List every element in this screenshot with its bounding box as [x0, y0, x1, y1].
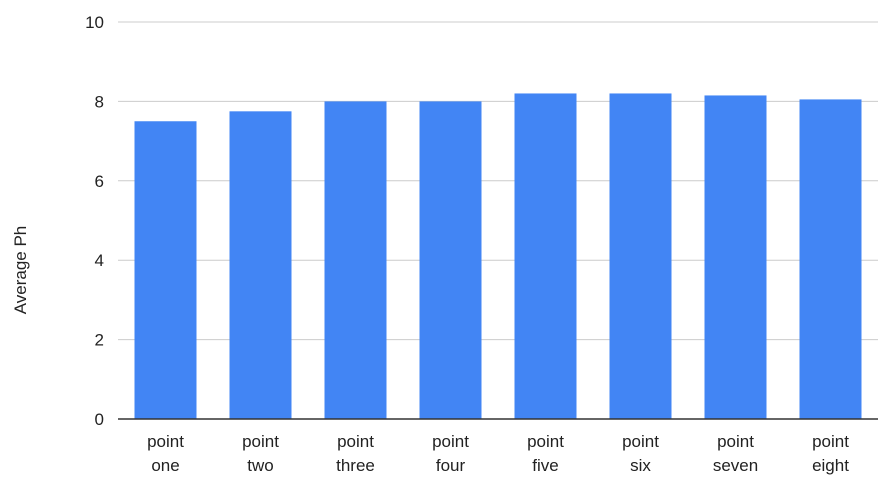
- category-label: three: [336, 456, 375, 475]
- category-label: eight: [812, 456, 849, 475]
- y-tick-label: 6: [95, 172, 104, 191]
- category-label: point: [147, 432, 184, 451]
- y-axis-title: Average Ph: [11, 226, 30, 315]
- y-tick-label: 10: [85, 13, 104, 32]
- category-label: point: [622, 432, 659, 451]
- bar: [324, 101, 387, 420]
- category-label: six: [630, 456, 651, 475]
- category-label: seven: [713, 456, 758, 475]
- category-label: point: [337, 432, 374, 451]
- category-label: one: [151, 456, 179, 475]
- bar: [419, 101, 482, 420]
- y-tick-label: 8: [95, 92, 104, 111]
- bars: [134, 93, 862, 420]
- category-label: two: [247, 456, 273, 475]
- category-label: four: [436, 456, 466, 475]
- y-tick-labels: 0 2 4 6 8 10: [85, 13, 104, 429]
- y-tick-label: 0: [95, 410, 104, 429]
- bar: [799, 99, 862, 419]
- bar: [609, 93, 672, 420]
- category-label: point: [717, 432, 754, 451]
- bar: [704, 95, 767, 419]
- bar: [229, 111, 292, 419]
- category-label: point: [432, 432, 469, 451]
- bar: [134, 121, 197, 419]
- category-label: point: [527, 432, 564, 451]
- category-label: point: [812, 432, 849, 451]
- category-label: five: [532, 456, 558, 475]
- y-tick-label: 4: [95, 251, 104, 270]
- category-label: point: [242, 432, 279, 451]
- bar: [514, 93, 577, 420]
- category-labels: point one point two point three point four point…: [147, 432, 849, 475]
- y-tick-label: 2: [95, 331, 104, 350]
